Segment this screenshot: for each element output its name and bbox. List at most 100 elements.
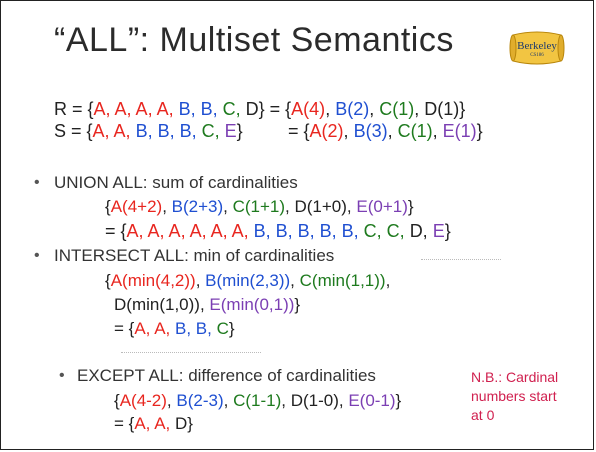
union-expression: {A(4+2), B(2+3), C(1+1), D(1+0), E(0+1)} xyxy=(105,197,414,217)
logo-text: Berkeley xyxy=(517,40,557,52)
union-result: = {A, A, A, A, A, A, B, B, B, B, B, C, C… xyxy=(105,221,451,242)
except-result-a: A, A, xyxy=(134,414,175,433)
except-result: = {A, A, D} xyxy=(114,414,193,434)
union-sep: , xyxy=(346,197,357,216)
r-count-c: C(1) xyxy=(379,99,415,119)
union-result-e: E xyxy=(432,221,445,241)
intersect-expression-1: {A(min(4,2)), B(min(2,3)), C(min(1,1)), xyxy=(105,271,390,291)
r-suffix: } xyxy=(459,99,466,119)
union-sep: , xyxy=(162,197,172,216)
s-prefix: S = { xyxy=(54,121,93,141)
union-d: D(1+0) xyxy=(294,197,347,216)
cardinality-note: N.B.: Cardinal numbers start at 0 xyxy=(471,369,559,423)
union-result-d: D, xyxy=(409,221,433,241)
intersect-heading: INTERSECT ALL: min of cardinalities xyxy=(54,246,335,265)
scan-artifact xyxy=(421,259,501,260)
s-items-a: A, A, xyxy=(92,121,136,141)
s-mid: } xyxy=(236,121,243,141)
intersect-result-b: B, B, xyxy=(174,319,217,338)
berkeley-logo: Berkeley CS186 xyxy=(509,29,565,69)
slide-title: “ALL”: Multiset Semantics xyxy=(54,21,454,59)
except-bullet: • xyxy=(59,367,65,384)
except-result-eq: = { xyxy=(114,414,135,433)
logo-subtext: CS186 xyxy=(530,53,544,58)
r-items-d: D xyxy=(245,99,259,119)
except-e: E(0-1) xyxy=(348,391,396,410)
intersect-expression-2: D(min(1,0)), E(min(0,1))} xyxy=(114,295,300,315)
union-result-close: } xyxy=(444,221,451,241)
union-c: C(1+1) xyxy=(232,197,286,216)
except-sep: , xyxy=(338,391,349,410)
union-brace: } xyxy=(407,197,414,216)
except-expression: {A(4-2), B(2-3), C(1-1), D(1-0), E(0-1)} xyxy=(114,391,401,411)
s-count-e: E(1) xyxy=(442,121,477,141)
except-c: C(1-1) xyxy=(233,391,282,410)
s-counts: = {A(2), B(3), C(1), E(1)} xyxy=(288,121,483,142)
intersect-sep: , xyxy=(385,271,391,290)
r-items-c: C, xyxy=(222,99,246,119)
except-sep: , xyxy=(281,391,291,410)
intersect-a: A(min(4,2)) xyxy=(110,271,196,290)
intersect-bullet: • xyxy=(34,247,40,264)
s-definition: S = {A, A, B, B, B, C, E} xyxy=(54,121,243,142)
except-d: D(1-0) xyxy=(290,391,339,410)
s-items-c: C, xyxy=(201,121,225,141)
r-sep: , xyxy=(414,99,425,119)
except-result-d: D xyxy=(174,414,188,433)
union-brace: { xyxy=(105,197,111,216)
s-count-b: B(3) xyxy=(353,121,388,141)
except-a: A(4-2) xyxy=(119,391,167,410)
s-suffix: } xyxy=(476,121,483,141)
union-heading: UNION ALL: sum of cardinalities xyxy=(54,173,298,192)
intersect-result-close: } xyxy=(228,319,235,338)
except-b: B(2-3) xyxy=(176,391,224,410)
s-items-e: E xyxy=(224,121,237,141)
intersect-sep: , xyxy=(199,295,210,314)
union-e: E(0+1) xyxy=(356,197,408,216)
except-sep: , xyxy=(223,391,234,410)
intersect-result: = {A, A, B, B, C} xyxy=(114,319,235,339)
union-sep: , xyxy=(223,197,233,216)
r-count-b: B(2) xyxy=(335,99,370,119)
r-sep: , xyxy=(369,99,380,119)
union-result-a: A, A, A, A, A, A, xyxy=(126,221,254,241)
intersect-e: E(min(0,1)) xyxy=(209,295,295,314)
intersect-b: B(min(2,3)) xyxy=(205,271,291,290)
intersect-d: D(min(1,0)) xyxy=(114,295,200,314)
intersect-result-a: A, A, xyxy=(134,319,175,338)
s-sep: , xyxy=(343,121,354,141)
r-mid: } = { xyxy=(258,99,292,119)
r-items-a: A, A, A, A, xyxy=(93,99,179,119)
s-sep: , xyxy=(387,121,398,141)
except-heading: EXCEPT ALL: difference of cardinalities xyxy=(77,366,376,385)
r-count-a: A(4) xyxy=(291,99,326,119)
except-brace: } xyxy=(395,391,402,410)
r-prefix: R = { xyxy=(54,99,94,119)
intersect-sep: , xyxy=(290,271,300,290)
s-sep: , xyxy=(432,121,443,141)
r-definition: R = {A, A, A, A, B, B, C, D} = {A(4), B(… xyxy=(54,99,465,120)
union-sep: , xyxy=(285,197,295,216)
scan-artifact xyxy=(121,352,261,353)
union-a: A(4+2) xyxy=(110,197,163,216)
intersect-result-c: C xyxy=(216,319,229,338)
scroll-icon xyxy=(509,31,565,65)
intersect-result-eq: = { xyxy=(114,319,135,338)
intersect-brace: } xyxy=(294,295,301,314)
except-result-close: } xyxy=(187,414,193,433)
r-items-b: B, B, xyxy=(178,99,223,119)
union-result-c: C, C, xyxy=(363,221,410,241)
intersect-brace: { xyxy=(105,271,111,290)
s-count-a: A(2) xyxy=(309,121,344,141)
s-eq: = { xyxy=(288,121,310,141)
except-brace: { xyxy=(114,391,120,410)
r-count-d: D(1) xyxy=(424,99,460,119)
s-count-c: C(1) xyxy=(397,121,433,141)
intersect-c: C(min(1,1)) xyxy=(299,271,386,290)
union-bullet: • xyxy=(34,174,40,191)
s-items-b: B, B, B, xyxy=(135,121,202,141)
union-b: B(2+3) xyxy=(171,197,224,216)
intersect-sep: , xyxy=(195,271,206,290)
union-result-b: B, B, B, B, B, xyxy=(253,221,364,241)
except-sep: , xyxy=(166,391,177,410)
